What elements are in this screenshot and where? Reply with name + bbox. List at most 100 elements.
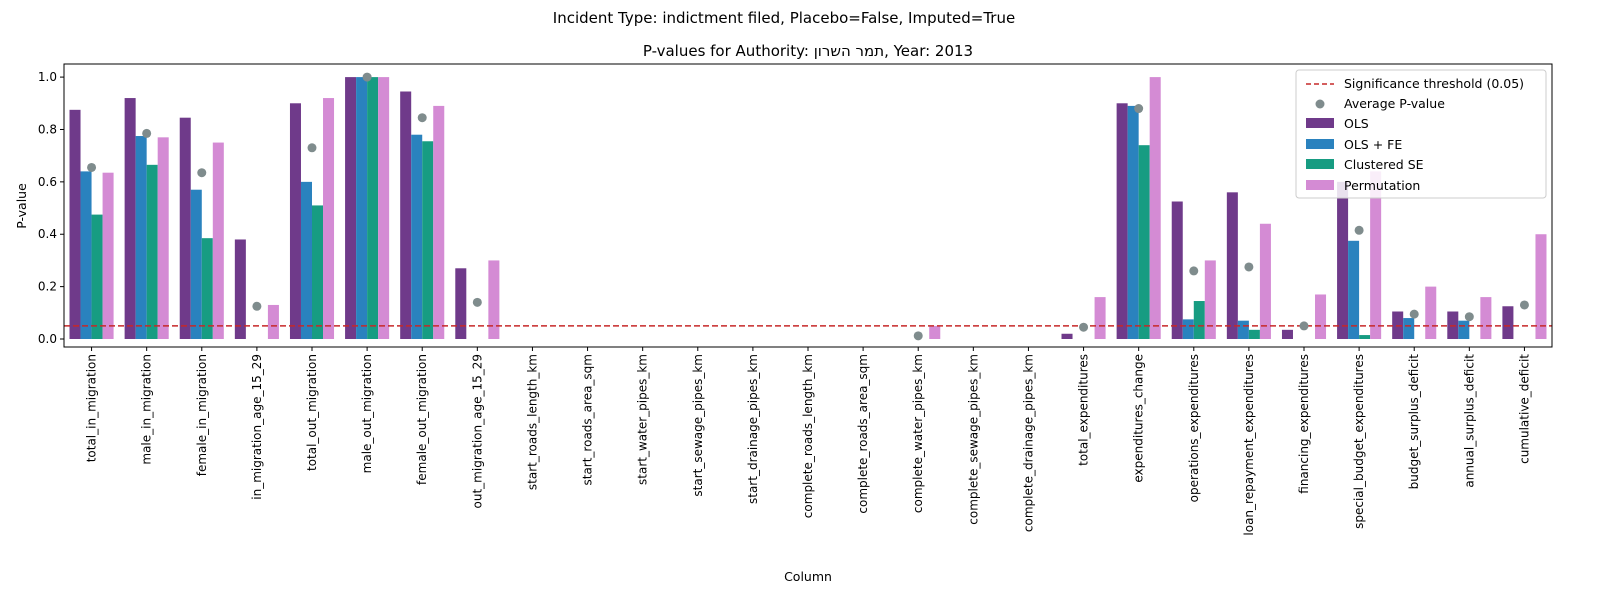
x-tick-label-6: female_out_migration	[415, 354, 429, 485]
average-point-20	[1189, 266, 1199, 276]
bar-permutation-6	[433, 105, 445, 340]
bar-ols-5	[345, 77, 357, 339]
average-point-2	[197, 168, 207, 178]
average-point-24	[1409, 309, 1419, 319]
bar-permutation-26	[1535, 234, 1547, 339]
bar-ols-fe-25	[1458, 320, 1470, 339]
legend-permutation-swatch	[1306, 180, 1334, 190]
bar-ols-22	[1281, 329, 1293, 339]
bar-permutation-3	[267, 304, 279, 339]
average-point-5	[362, 72, 372, 82]
bar-ols-fe-0	[80, 171, 92, 339]
bar-permutation-18	[1094, 297, 1106, 339]
x-tick-label-10: start_water_pipes_km	[636, 354, 650, 485]
x-tick-label-11: start_sewage_pipes_km	[691, 354, 705, 497]
bar-ols-18	[1061, 333, 1073, 339]
x-tick-label-15: complete_water_pipes_km	[911, 354, 925, 513]
y-tick-label-1: 0.2	[38, 280, 57, 294]
y-axis: 0.0 0.2 0.4 0.6 0.8 1.0	[38, 70, 64, 346]
bar-clustered-se-4	[312, 205, 324, 339]
x-tick-label-20: operations_expenditures	[1187, 354, 1201, 502]
legend-label-clustered: Clustered SE	[1344, 157, 1424, 172]
legend-ols-swatch	[1306, 118, 1334, 128]
y-tick-label-2: 0.4	[38, 227, 57, 241]
legend-average-swatch	[1315, 99, 1325, 109]
bar-permutation-7	[488, 260, 500, 339]
bar-permutation-24	[1425, 286, 1437, 339]
x-tick-label-22: financing_expenditures	[1297, 354, 1311, 494]
bar-ols-1	[124, 98, 136, 339]
legend-clustered-swatch	[1306, 159, 1334, 169]
y-tick-label-5: 1.0	[38, 70, 57, 84]
x-tick-label-13: complete_roads_length_km	[801, 354, 815, 518]
x-tick-label-2: female_in_migration	[195, 354, 209, 476]
bar-ols-fe-24	[1403, 318, 1415, 339]
x-tick-label-0: total_in_migration	[85, 354, 99, 462]
x-axis: total_in_migration male_in_migration femal…	[85, 347, 1531, 536]
bar-permutation-4	[323, 98, 335, 339]
y-axis-label: P-value	[14, 183, 29, 229]
bar-ols-fe-4	[300, 181, 312, 339]
average-point-23	[1354, 225, 1364, 235]
bar-permutation-25	[1480, 297, 1492, 339]
bar-permutation-23	[1370, 171, 1382, 339]
bar-permutation-1	[157, 137, 169, 339]
legend-label-threshold: Significance threshold (0.05)	[1344, 76, 1524, 91]
x-tick-label-24: budget_surplus_deficit	[1407, 354, 1421, 490]
average-point-22	[1299, 321, 1309, 331]
bar-ols-3	[234, 239, 246, 339]
average-point-1	[142, 128, 152, 138]
bar-ols-fe-1	[135, 136, 147, 339]
x-tick-label-14: complete_roads_area_sqm	[856, 354, 870, 514]
average-point-4	[307, 143, 317, 153]
bar-ols-fe-6	[411, 134, 423, 339]
x-tick-label-4: total_out_migration	[305, 354, 319, 471]
bar-ols-4	[289, 103, 301, 339]
average-point-0	[87, 162, 97, 172]
y-tick-label-4: 0.8	[38, 122, 57, 136]
bar-permutation-22	[1315, 294, 1327, 339]
x-tick-label-23: special_budget_expenditures	[1352, 354, 1366, 529]
average-point-6	[417, 113, 427, 123]
x-tick-label-5: male_out_migration	[360, 354, 374, 473]
x-axis-label: Column	[784, 569, 832, 584]
bar-ols-fe-19	[1127, 105, 1139, 340]
x-tick-label-7: out_migration_age_15_29	[470, 354, 484, 508]
bar-permutation-21	[1259, 223, 1271, 339]
bar-clustered-se-5	[367, 77, 379, 339]
bar-ols-7	[455, 268, 467, 339]
bar-ols-23	[1337, 181, 1349, 339]
figure-suptitle: Incident Type: indictment filed, Placebo…	[553, 9, 1015, 27]
legend-label-permutation: Permutation	[1344, 178, 1420, 193]
x-tick-label-18: total_expenditures	[1077, 354, 1091, 466]
x-tick-label-26: cumulative_deficit	[1517, 354, 1531, 464]
legend-frame	[1295, 69, 1547, 199]
average-points-layer	[87, 72, 1529, 341]
bar-clustered-se-19	[1138, 145, 1150, 339]
chart-title: P-values for Authority: תמר השרון, Year:…	[643, 42, 973, 60]
legend-label-ols-fe: OLS + FE	[1344, 137, 1402, 152]
x-tick-label-3: in_migration_age_15_29	[250, 354, 264, 500]
x-tick-label-21: loan_repayment_expenditures	[1242, 354, 1256, 536]
bar-ols-2	[179, 117, 191, 339]
average-point-18	[1079, 322, 1089, 332]
average-point-19	[1134, 104, 1144, 114]
bar-ols-0	[69, 109, 81, 339]
average-point-15	[913, 331, 923, 341]
y-tick-label-3: 0.6	[38, 175, 57, 189]
x-tick-label-17: complete_drainage_pipes_km	[1021, 354, 1035, 532]
x-tick-label-16: complete_sewage_pipes_km	[966, 354, 980, 525]
x-tick-label-1: male_in_migration	[140, 354, 154, 465]
bar-clustered-se-1	[146, 164, 158, 339]
bar-clustered-se-2	[201, 238, 213, 339]
average-point-3	[252, 301, 262, 311]
x-tick-label-8: start_roads_length_km	[525, 354, 539, 490]
bar-ols-fe-5	[356, 77, 368, 339]
bar-clustered-se-20	[1193, 301, 1205, 339]
average-point-26	[1519, 300, 1529, 310]
y-tick-label-0: 0.0	[38, 332, 57, 346]
average-point-7	[472, 297, 482, 307]
x-tick-label-9: start_roads_area_sqm	[581, 354, 595, 486]
bar-permutation-15	[929, 325, 941, 339]
